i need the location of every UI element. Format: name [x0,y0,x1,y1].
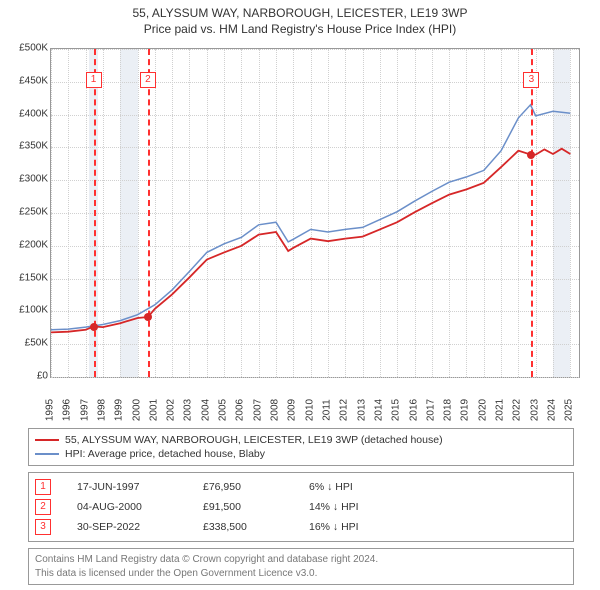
x-tick-label: 2024 [547,399,558,421]
event-row-price: £338,500 [203,521,283,533]
x-tick-label: 2025 [564,399,575,421]
title-address: 55, ALYSSUM WAY, NARBOROUGH, LEICESTER, … [0,6,600,20]
y-tick-label: £150K [4,272,48,283]
event-row-price: £76,950 [203,481,283,493]
legend-row: HPI: Average price, detached house, Blab… [35,447,567,461]
event-row-price: £91,500 [203,501,283,513]
event-row-delta: 6% ↓ HPI [309,481,353,493]
event-row: 2 04-AUG-2000 £91,500 14% ↓ HPI [35,497,567,517]
series-price_paid [51,149,570,333]
event-badge: 3 [523,72,539,88]
y-tick-label: £500K [4,43,48,54]
y-tick-label: £250K [4,207,48,218]
legend-label: HPI: Average price, detached house, Blab… [65,448,265,460]
chart-svg [51,49,579,377]
series-hpi [51,105,570,330]
chart-plot-area: 1 2 3 [50,48,580,378]
event-line [148,49,150,377]
x-tick-label: 1999 [114,399,125,421]
x-tick-label: 2011 [321,399,332,421]
x-tick-label: 2005 [218,399,229,421]
title-subtitle: Price paid vs. HM Land Registry's House … [0,22,600,36]
x-tick-label: 1998 [96,399,107,421]
chart-card: 55, ALYSSUM WAY, NARBOROUGH, LEICESTER, … [0,0,600,590]
x-tick-label: 2013 [356,399,367,421]
x-tick-label: 1997 [79,399,90,421]
x-tick-label: 2022 [512,399,523,421]
y-tick-label: £100K [4,305,48,316]
x-tick-label: 2016 [408,399,419,421]
x-tick-label: 2006 [235,399,246,421]
event-row: 1 17-JUN-1997 £76,950 6% ↓ HPI [35,477,567,497]
x-tick-label: 2012 [339,399,350,421]
price-marker [527,151,535,159]
price-marker [90,323,98,331]
x-tick-label: 2002 [166,399,177,421]
x-tick-label: 2019 [460,399,471,421]
x-tick-label: 2014 [373,399,384,421]
event-row-delta: 16% ↓ HPI [309,521,359,533]
event-badge: 2 [140,72,156,88]
x-tick-label: 2015 [391,399,402,421]
x-tick-label: 2009 [287,399,298,421]
y-tick-label: £0 [4,371,48,382]
y-tick-label: £350K [4,141,48,152]
x-tick-label: 2017 [425,399,436,421]
x-tick-label: 2008 [270,399,281,421]
event-row-delta: 14% ↓ HPI [309,501,359,513]
y-tick-label: £200K [4,239,48,250]
y-tick-label: £450K [4,75,48,86]
x-tick-label: 2018 [443,399,454,421]
x-tick-label: 2021 [495,399,506,421]
event-badge: 1 [86,72,102,88]
y-tick-label: £50K [4,338,48,349]
titles: 55, ALYSSUM WAY, NARBOROUGH, LEICESTER, … [0,0,600,36]
x-tick-label: 1996 [62,399,73,421]
legend-swatch [35,453,59,455]
legend-swatch [35,439,59,441]
events-box: 1 17-JUN-1997 £76,950 6% ↓ HPI 2 04-AUG-2000 £… [28,472,574,542]
legend-row: 55, ALYSSUM WAY, NARBOROUGH, LEICESTER, … [35,433,567,447]
x-tick-label: 2007 [252,399,263,421]
x-tick-label: 2020 [477,399,488,421]
x-tick-label: 2003 [183,399,194,421]
event-row-date: 04-AUG-2000 [77,501,177,513]
footer-line-1: Contains HM Land Registry data © Crown c… [35,553,567,567]
event-row-badge: 2 [35,499,51,515]
y-tick-label: £300K [4,174,48,185]
price-marker [144,313,152,321]
event-row-badge: 1 [35,479,51,495]
event-row-date: 30-SEP-2022 [77,521,177,533]
below-chart: 55, ALYSSUM WAY, NARBOROUGH, LEICESTER, … [28,428,574,585]
x-tick-label: 2001 [148,399,159,421]
x-tick-label: 1995 [45,399,56,421]
event-row: 3 30-SEP-2022 £338,500 16% ↓ HPI [35,517,567,537]
footer-line-2: This data is licensed under the Open Gov… [35,567,567,581]
y-tick-label: £400K [4,108,48,119]
footer-box: Contains HM Land Registry data © Crown c… [28,548,574,585]
event-row-date: 17-JUN-1997 [77,481,177,493]
x-tick-label: 2023 [529,399,540,421]
event-line [531,49,533,377]
x-tick-label: 2004 [200,399,211,421]
x-tick-label: 2010 [304,399,315,421]
legend-box: 55, ALYSSUM WAY, NARBOROUGH, LEICESTER, … [28,428,574,466]
gridline-h [51,377,579,378]
x-tick-label: 2000 [131,399,142,421]
event-row-badge: 3 [35,519,51,535]
legend-label: 55, ALYSSUM WAY, NARBOROUGH, LEICESTER, … [65,434,443,446]
